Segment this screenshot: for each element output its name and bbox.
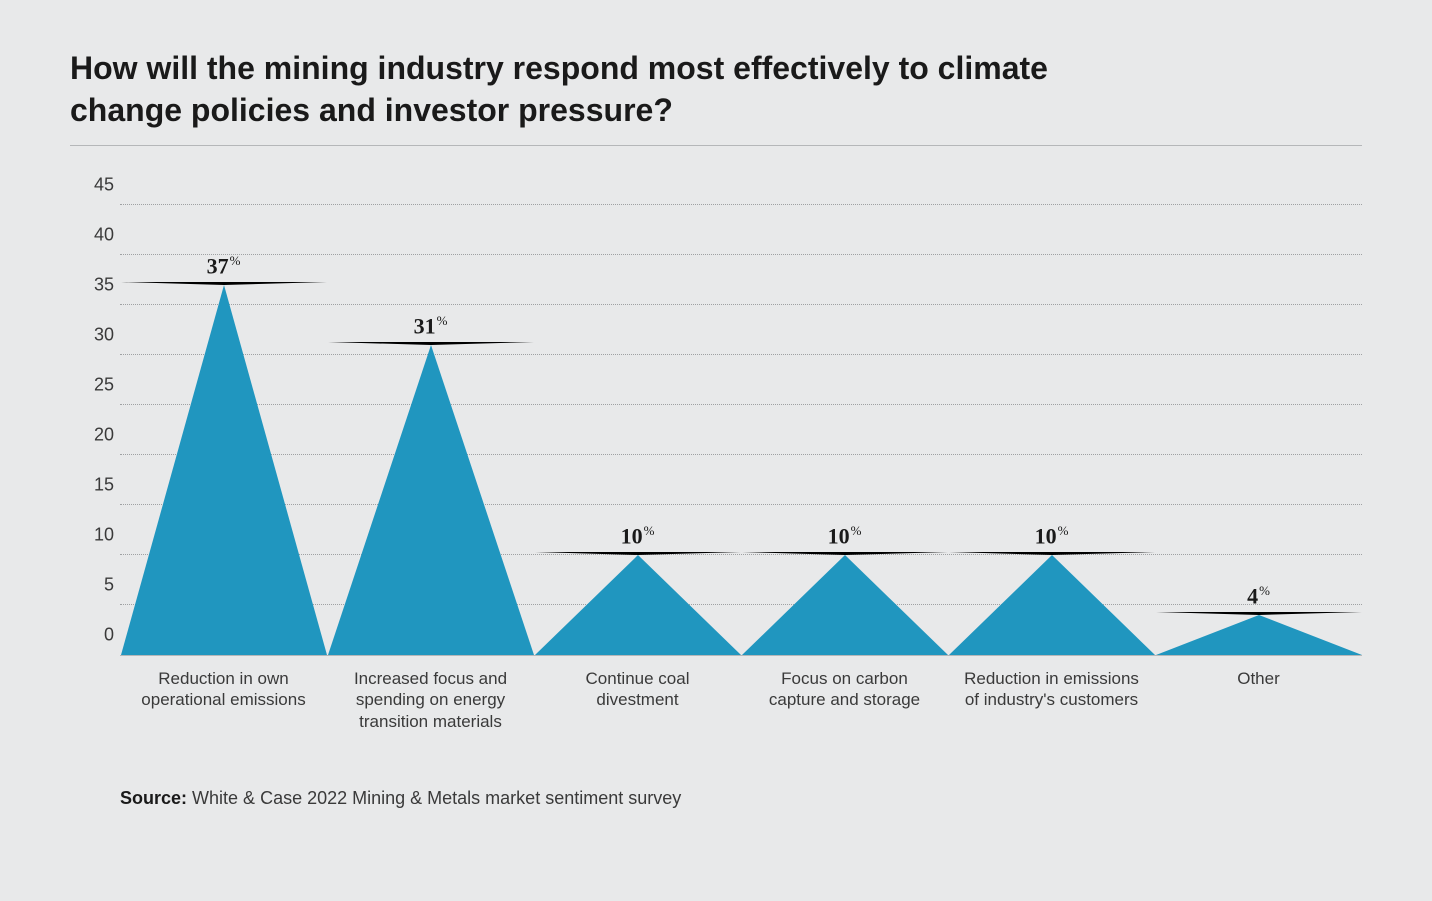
y-tick-label: 45 [70, 175, 114, 196]
y-tick-label: 35 [70, 275, 114, 296]
chart-column: 10% [741, 206, 948, 655]
x-axis-label: Increased focus and spending on energy t… [327, 662, 534, 766]
source-prefix: Source: [120, 788, 187, 808]
value-label: 4% [1247, 583, 1270, 609]
y-tick-label: 5 [70, 575, 114, 596]
x-axis-label: Focus on carbon capture and storage [741, 662, 948, 766]
value-label: 10% [1035, 523, 1069, 549]
y-tick-label: 40 [70, 225, 114, 246]
y-tick-label: 0 [70, 625, 114, 646]
chart-column: 37% [120, 206, 327, 655]
gridline [120, 204, 1362, 205]
source-text: White & Case 2022 Mining & Metals market… [192, 788, 681, 808]
triangle-bar [1156, 612, 1362, 655]
y-tick-label: 20 [70, 425, 114, 446]
y-tick-label: 25 [70, 375, 114, 396]
y-tick-label: 30 [70, 325, 114, 346]
plot-area: 37% 31% 10% 10% 10% 4% [120, 206, 1362, 656]
y-tick-label: 10 [70, 525, 114, 546]
chart-source: Source: White & Case 2022 Mining & Metal… [120, 788, 1362, 809]
triangle-bar [535, 552, 741, 655]
chart-title: How will the mining industry respond mos… [70, 48, 1120, 131]
chart-column: 10% [948, 206, 1155, 655]
x-axis-label: Other [1155, 662, 1362, 766]
value-label: 10% [828, 523, 862, 549]
y-tick-label: 15 [70, 475, 114, 496]
chart-column: 31% [327, 206, 534, 655]
triangle-bar [742, 552, 948, 655]
chart-column: 4% [1155, 206, 1362, 655]
triangle-series: 37% 31% 10% 10% 10% 4% [120, 206, 1362, 655]
x-axis-labels: Reduction in own operational emissionsIn… [120, 662, 1362, 766]
x-axis-label: Reduction in own operational emissions [120, 662, 327, 766]
triangle-bar [949, 552, 1155, 655]
value-label: 10% [621, 523, 655, 549]
title-divider [70, 145, 1362, 146]
value-label: 31% [414, 313, 448, 339]
x-axis-label: Continue coal divestment [534, 662, 741, 766]
triangle-bar [328, 342, 534, 655]
chart-container: 051015202530354045 37%31%10%10%10%4% Red… [70, 206, 1362, 766]
triangle-bar [121, 282, 327, 655]
x-axis-label: Reduction in emissions of industry's cus… [948, 662, 1155, 766]
chart-column: 10% [534, 206, 741, 655]
value-label: 37% [207, 253, 241, 279]
